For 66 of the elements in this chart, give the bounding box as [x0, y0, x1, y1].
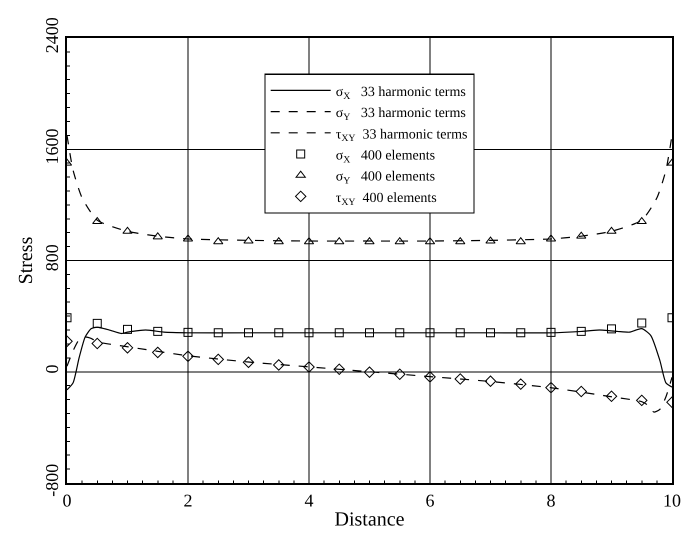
point: [152, 346, 164, 358]
point: [455, 237, 466, 244]
point: [212, 354, 224, 366]
y-tick-label: 1600: [42, 128, 62, 165]
legend-label: σ$_{Y}$ 33 harmonic terms: [336, 106, 466, 123]
point: [304, 328, 314, 338]
point: [394, 368, 406, 380]
point: [122, 342, 134, 354]
point: [214, 328, 223, 338]
point: [184, 328, 192, 337]
point: [636, 217, 647, 224]
point: [303, 361, 315, 373]
legend-label: σ$_{X}$ 400 elements: [336, 148, 436, 166]
point: [546, 328, 556, 337]
point: [424, 371, 436, 383]
point: [153, 326, 162, 336]
point: [606, 390, 618, 402]
point: [334, 237, 344, 244]
point: [274, 237, 284, 244]
legend-label: σ$_{Y}$ 400 elements: [336, 170, 436, 187]
point: [576, 386, 587, 398]
point: [607, 324, 616, 334]
point: [213, 237, 224, 244]
point: [182, 350, 194, 362]
point: [274, 328, 284, 338]
point: [334, 328, 344, 338]
point: [365, 328, 374, 338]
point: [244, 328, 253, 338]
point: [486, 328, 495, 338]
point: [395, 328, 404, 338]
y-tick-label: 0: [42, 364, 62, 374]
point: [334, 364, 345, 375]
point: [394, 237, 405, 244]
point: [152, 232, 163, 240]
y-tick-label: 2400: [42, 17, 62, 54]
x-axis-title: Distance: [334, 508, 405, 530]
x-tick-label: 8: [546, 490, 556, 510]
point: [576, 326, 586, 336]
x-tick-label: 4: [304, 490, 314, 510]
point: [273, 359, 284, 371]
point: [426, 328, 434, 338]
point: [484, 376, 496, 387]
point: [456, 328, 465, 338]
legend-label: σ$_{X}$ 33 harmonic terms: [336, 84, 466, 102]
point: [545, 382, 557, 394]
point: [92, 318, 102, 328]
legend-label: τ$_{XY}$ 33 harmonic terms: [336, 127, 468, 144]
point: [516, 328, 526, 338]
point: [454, 373, 466, 385]
point: [242, 356, 254, 368]
legend-label: τ$_{XY}$ 400 elements: [336, 190, 437, 208]
x-tick-label: 10: [663, 490, 681, 510]
x-tick-label: 2: [184, 490, 192, 510]
y-tick-label: 800: [42, 244, 62, 272]
x-tick-label: 6: [426, 490, 434, 510]
y-tick-label: -800: [42, 464, 62, 497]
point: [364, 366, 376, 378]
point: [516, 237, 526, 244]
point: [637, 318, 646, 328]
point: [636, 394, 648, 406]
point: [92, 338, 103, 350]
point: [123, 324, 132, 334]
y-axis-title: Stress: [15, 236, 38, 284]
point: [576, 232, 586, 239]
point: [92, 217, 102, 224]
point: [515, 378, 526, 390]
